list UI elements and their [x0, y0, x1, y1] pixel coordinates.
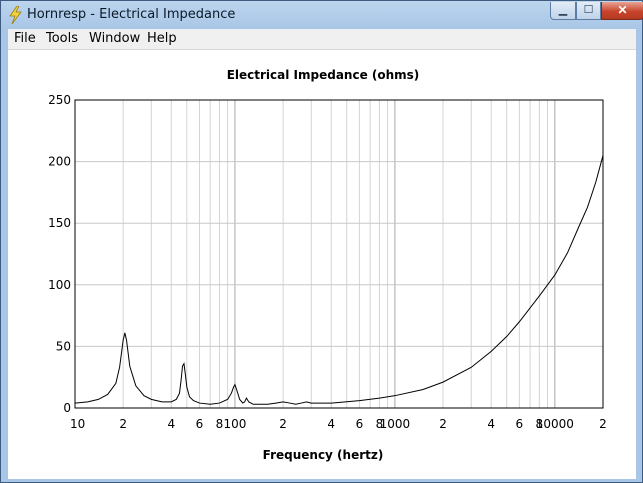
- x-tick-label: 1000: [380, 417, 411, 431]
- x-tick-label: 8: [376, 417, 384, 431]
- menu-bar: File Tools Window Help: [8, 29, 636, 49]
- window-title: Hornresp - Electrical Impedance: [27, 7, 236, 22]
- y-axis-ticks: 0 50 100 150 200 250: [48, 93, 71, 415]
- menu-file[interactable]: File: [14, 31, 36, 46]
- lightning-bolt-icon: [9, 6, 22, 24]
- chart-panel: Electrical Impedance (ohms) Frequency (h…: [8, 49, 636, 479]
- close-button[interactable]: ✕: [601, 2, 643, 20]
- x-tick-label: 10000: [536, 417, 574, 431]
- close-icon: ✕: [617, 3, 628, 17]
- y-tick-label: 200: [48, 155, 71, 169]
- x-tick-label: 10: [70, 417, 85, 431]
- x-tick-label: 2: [119, 417, 127, 431]
- y-tick-label: 150: [48, 216, 71, 230]
- minimize-icon: ▁: [558, 4, 568, 16]
- grid: [75, 100, 603, 408]
- title-bar[interactable]: Hornresp - Electrical Impedance ▁ ☐ ✕: [1, 1, 643, 29]
- x-tick-label: 8: [536, 417, 544, 431]
- minimize-button[interactable]: ▁: [550, 2, 576, 20]
- x-tick-label: 4: [327, 417, 335, 431]
- maximize-icon: ☐: [583, 4, 594, 16]
- x-tick-label: 6: [516, 417, 524, 431]
- maximize-button[interactable]: ☐: [576, 2, 601, 20]
- menu-window[interactable]: Window: [89, 31, 141, 46]
- x-tick-label: 8: [216, 417, 224, 431]
- y-tick-label: 50: [56, 339, 71, 353]
- x-tick-label: 6: [196, 417, 204, 431]
- x-tick-label: 4: [167, 417, 175, 431]
- y-tick-label: 0: [63, 401, 71, 415]
- x-tick-label: 4: [487, 417, 495, 431]
- plot-frame: [74, 99, 604, 409]
- x-tick-label: 6: [356, 417, 364, 431]
- impedance-curve: [74, 155, 604, 405]
- x-axis-label: Frequency (hertz): [263, 448, 384, 462]
- y-tick-label: 100: [48, 278, 71, 292]
- impedance-chart: Electrical Impedance (ohms) Frequency (h…: [48, 68, 607, 462]
- menu-help[interactable]: Help: [147, 31, 177, 46]
- x-tick-label: 2: [439, 417, 447, 431]
- chart-title: Electrical Impedance (ohms): [227, 68, 420, 82]
- menu-tools[interactable]: Tools: [46, 31, 79, 46]
- x-tick-label: 2: [279, 417, 287, 431]
- x-tick-label: 2: [599, 417, 607, 431]
- y-tick-label: 250: [48, 93, 71, 107]
- x-tick-label: 100: [223, 417, 246, 431]
